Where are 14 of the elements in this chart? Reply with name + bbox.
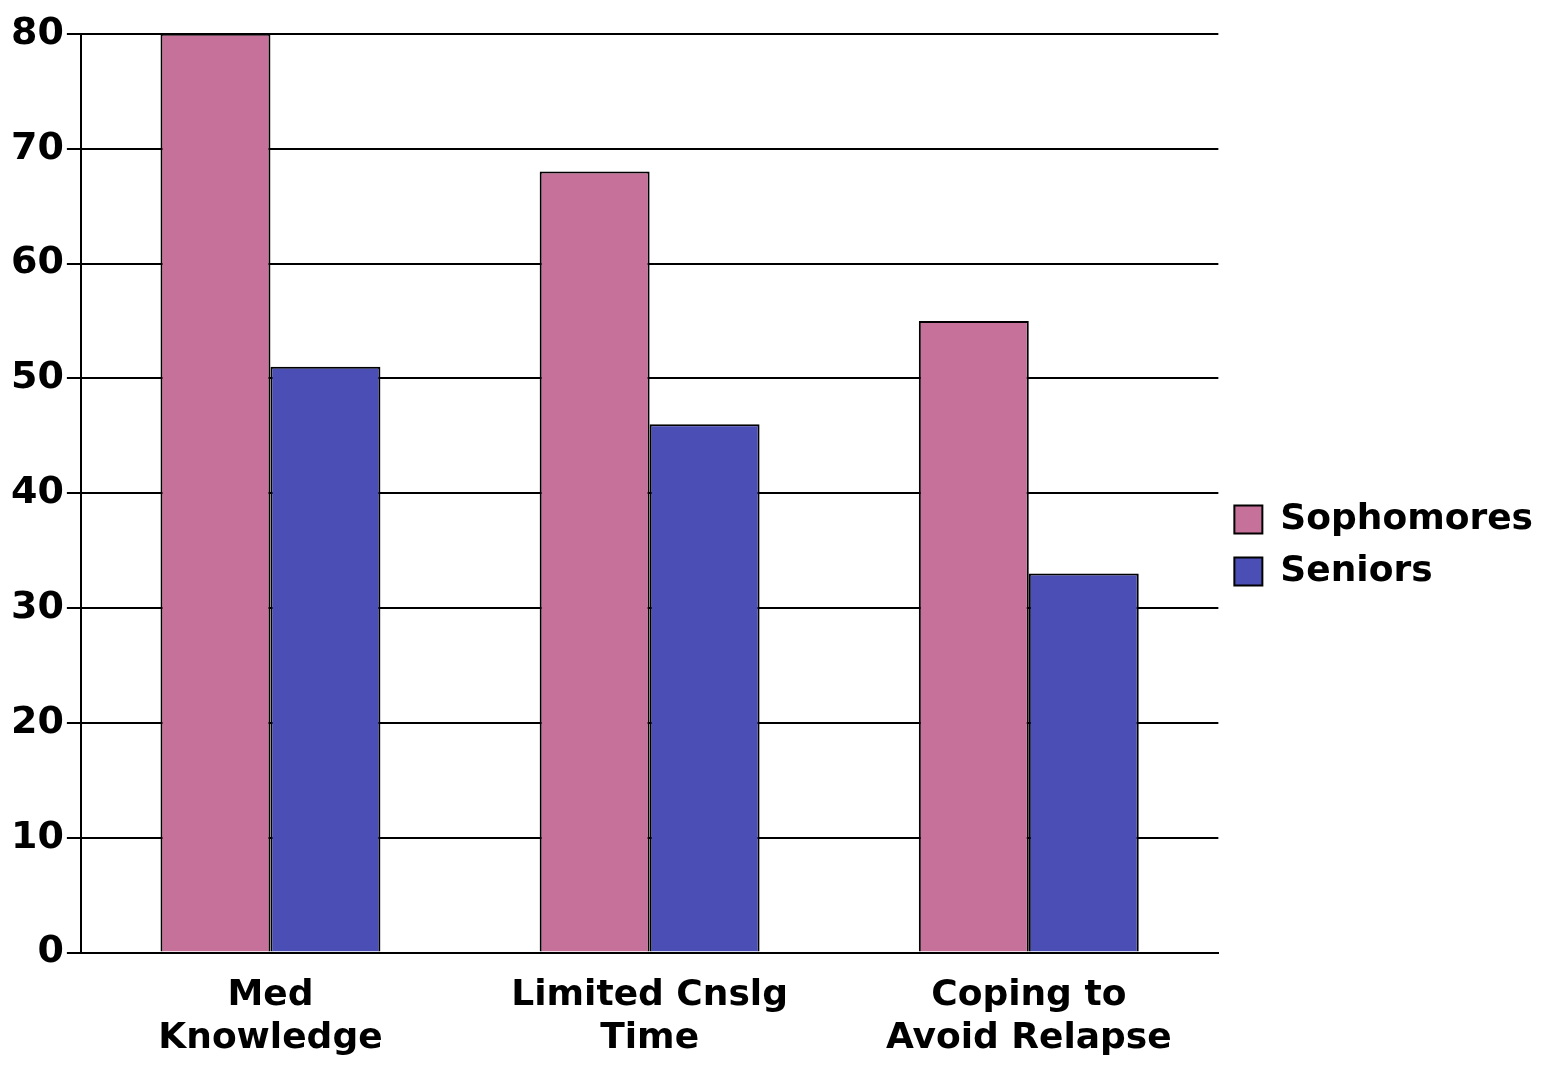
y-tick-label: 0 bbox=[37, 927, 64, 972]
legend-label: Seniors bbox=[1280, 547, 1433, 589]
y-tick-label: 70 bbox=[10, 123, 64, 168]
x-tick-label: Med Knowledge bbox=[158, 971, 383, 1056]
y-tick-label: 30 bbox=[10, 582, 64, 627]
x-tick-label: Coping to Avoid Relapse bbox=[885, 971, 1172, 1056]
y-tick-label: 60 bbox=[10, 238, 64, 283]
y-tick-label: 20 bbox=[10, 697, 64, 742]
y-tick-label: 50 bbox=[10, 353, 64, 398]
y-tick-label: 80 bbox=[10, 8, 64, 53]
x-tick-label: Limited Cnslg Time bbox=[511, 971, 788, 1056]
legend-label: Sophomores bbox=[1280, 495, 1534, 537]
y-tick-label: 40 bbox=[10, 468, 64, 513]
y-tick-label: 10 bbox=[10, 812, 64, 857]
